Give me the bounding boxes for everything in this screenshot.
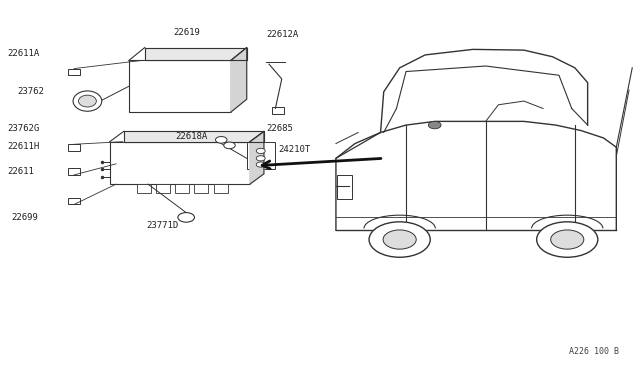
Ellipse shape [73, 91, 102, 111]
Bar [68, 198, 80, 205]
Polygon shape [250, 131, 264, 184]
Bar [68, 68, 80, 75]
Polygon shape [145, 48, 246, 61]
Bar [68, 168, 80, 175]
Bar [156, 184, 170, 193]
Text: 22612A: 22612A [266, 30, 298, 39]
Text: 22611: 22611 [8, 167, 35, 176]
Text: 22685: 22685 [266, 124, 292, 133]
Bar [68, 144, 80, 151]
Circle shape [256, 148, 265, 154]
Ellipse shape [79, 95, 97, 107]
Bar [337, 175, 353, 199]
Circle shape [383, 230, 416, 249]
Bar [195, 184, 209, 193]
Text: 22618A: 22618A [175, 132, 207, 141]
Bar [272, 107, 284, 114]
Bar [129, 61, 231, 112]
Bar [109, 142, 250, 184]
Circle shape [537, 222, 598, 257]
Circle shape [216, 137, 227, 143]
Bar [246, 142, 275, 169]
Circle shape [369, 222, 430, 257]
Text: 22611H: 22611H [8, 142, 40, 151]
Polygon shape [231, 48, 246, 112]
Text: 23762: 23762 [17, 87, 44, 96]
Polygon shape [124, 131, 264, 142]
Circle shape [256, 162, 265, 167]
Circle shape [178, 212, 195, 222]
Text: 24210T: 24210T [278, 145, 311, 154]
Bar [175, 184, 189, 193]
Circle shape [428, 121, 441, 129]
Text: 22699: 22699 [12, 213, 38, 222]
Text: 23762G: 23762G [8, 124, 40, 133]
Text: 22619: 22619 [173, 28, 200, 37]
Bar [214, 184, 228, 193]
Text: A226 100 B: A226 100 B [570, 347, 620, 356]
Circle shape [550, 230, 584, 249]
Circle shape [256, 156, 265, 161]
Bar [137, 184, 151, 193]
Text: 22611A: 22611A [8, 49, 40, 58]
Circle shape [224, 142, 236, 149]
Text: 23771D: 23771D [147, 221, 179, 230]
